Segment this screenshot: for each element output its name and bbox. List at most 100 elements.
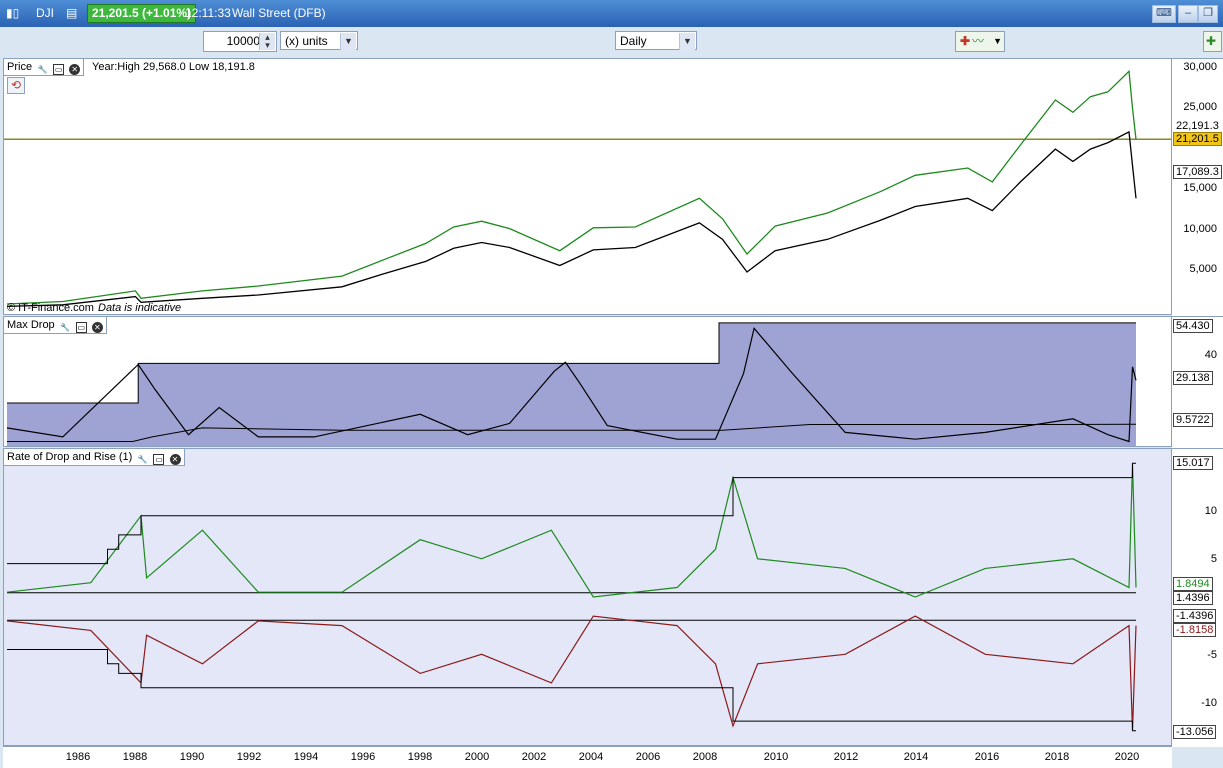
- rate-tick: 5: [1210, 553, 1217, 565]
- maxdrop-panel-title: Max Drop: [7, 319, 55, 331]
- year-tick: 1992: [236, 751, 262, 763]
- rate-value-label: 15.017: [1173, 456, 1213, 470]
- price-low-series-line: [6, 130, 1137, 308]
- year-tick: 2018: [1044, 751, 1070, 763]
- restore-icon[interactable]: ❐: [1198, 5, 1218, 23]
- maxdrop-tick: 40: [1204, 349, 1217, 361]
- indicator-icon: ✚: [1206, 34, 1217, 48]
- chevron-down-icon[interactable]: ▼: [679, 33, 695, 50]
- price-axis[interactable]: [1172, 58, 1223, 316]
- year-tick: 1994: [293, 751, 319, 763]
- price-panel-title: Price: [7, 61, 33, 73]
- maxdrop-value-label: 54.430: [1173, 319, 1213, 333]
- indicator-icon: 〰: [972, 34, 985, 48]
- side-panel-toggle[interactable]: ✚: [1203, 31, 1222, 52]
- year-tick: 2006: [635, 751, 661, 763]
- year-tick: 2016: [974, 751, 1000, 763]
- drop-envelope-line: [7, 649, 1136, 732]
- drop-series-line: [6, 615, 1137, 731]
- price-panel[interactable]: [3, 58, 1172, 315]
- rate-panel-title: Rate of Drop and Rise (1): [7, 451, 133, 463]
- units-select-value: (x) units: [285, 34, 328, 48]
- year-tick: 2008: [692, 751, 718, 763]
- toolbar: 10000 ▴ ▾ (x) units ▼ Daily ▼ ✚ 〰 ▼ ✚: [0, 27, 1223, 57]
- last-price-badge: 21,201.5 (+1.01%): [87, 4, 197, 23]
- wrench-icon[interactable]: 🔧: [37, 65, 48, 74]
- rate-value-label: -13.056: [1173, 725, 1217, 739]
- rate-tick: -5: [1207, 649, 1217, 661]
- price-tick: 5,000: [1189, 263, 1217, 275]
- price-value-label: 22,191.3: [1174, 120, 1221, 132]
- current-price-label: 21,201.5: [1173, 132, 1222, 146]
- copyright-text: © IT-Finance.com: [7, 302, 94, 314]
- maxdrop-series-line: [6, 327, 1137, 443]
- minimize-icon[interactable]: –: [1178, 5, 1198, 23]
- stepper-arrows-icon[interactable]: ▴ ▾: [259, 33, 275, 50]
- units-value: 10000: [226, 34, 260, 48]
- year-tick: 1990: [179, 751, 205, 763]
- window-icon[interactable]: ▭: [153, 454, 165, 465]
- period-select[interactable]: Daily ▼: [615, 31, 697, 50]
- units-stepper[interactable]: 10000 ▴ ▾: [203, 31, 277, 52]
- close-icon[interactable]: ✕: [91, 322, 103, 333]
- year-tick: 1988: [122, 751, 148, 763]
- indicator-icon: ✚: [960, 34, 971, 48]
- price-tick: 15,000: [1183, 182, 1217, 194]
- rate-value-label: -1.4396: [1173, 609, 1217, 623]
- year-tick: 2004: [578, 751, 604, 763]
- instrument-name: Wall Street (DFB): [232, 6, 326, 20]
- year-tick: 1986: [65, 751, 91, 763]
- maxdrop-value-label: 9.5722: [1173, 413, 1213, 427]
- price-tick: 10,000: [1183, 223, 1217, 235]
- price-value-label: 17,089.3: [1173, 165, 1222, 179]
- year-tick: 1998: [407, 751, 433, 763]
- maxdrop-envelope-area: [7, 322, 1136, 446]
- chart-type-icon[interactable]: ▮▯: [6, 6, 20, 20]
- clock-time: 12:11:33: [185, 6, 231, 20]
- chevron-down-icon[interactable]: ▼: [340, 33, 356, 50]
- maxdrop-average-line: [7, 423, 1137, 442]
- window-icon[interactable]: ▭: [53, 64, 65, 75]
- rate-tick: -10: [1201, 697, 1217, 709]
- year-tick: 2014: [903, 751, 929, 763]
- year-tick: 2002: [521, 751, 547, 763]
- rise-envelope-line: [7, 462, 1136, 565]
- close-icon[interactable]: ✕: [69, 64, 81, 75]
- year-tick: 2020: [1114, 751, 1140, 763]
- price-range-info: Year:High 29,568.0 Low 18,191.8: [92, 61, 255, 73]
- rate-panel-background: [4, 449, 1171, 745]
- chevron-down-icon[interactable]: ▼: [993, 36, 1002, 46]
- symbol: DJI: [36, 6, 54, 20]
- price-tick: 30,000: [1183, 61, 1217, 73]
- rate-panel-header: Rate of Drop and Rise (1) 🔧 ▭ ✕: [4, 449, 185, 466]
- wrench-icon[interactable]: 🔧: [137, 455, 148, 464]
- close-icon[interactable]: ✕: [169, 454, 181, 465]
- year-tick: 1996: [350, 751, 376, 763]
- price-tick: 25,000: [1183, 101, 1217, 113]
- chart-type-icon[interactable]: ▤: [66, 6, 78, 20]
- indicator-button[interactable]: ✚ 〰 ▼: [955, 31, 1005, 52]
- refresh-icon[interactable]: ⟲: [7, 77, 25, 94]
- wrench-icon[interactable]: 🔧: [60, 323, 71, 332]
- rate-tick: 10: [1204, 505, 1217, 517]
- units-select[interactable]: (x) units ▼: [280, 31, 358, 50]
- rise-series-line: [6, 463, 1137, 598]
- keyboard-icon[interactable]: ⌨: [1152, 5, 1176, 23]
- rate-value-label: 1.4396: [1173, 591, 1213, 605]
- period-value: Daily: [620, 34, 647, 48]
- title-bar: ▮▯ DJI ▤ 21,201.5 (+1.01%) 12:11:33 Wall…: [0, 0, 1223, 27]
- maxdrop-panel-header: Max Drop 🔧 ▭ ✕: [4, 317, 107, 334]
- rate-value-label: 1.8494: [1173, 577, 1213, 591]
- price-series-line: [6, 69, 1137, 305]
- disclaimer-text: Data is indicative: [98, 302, 182, 314]
- time-axis[interactable]: [3, 746, 1172, 768]
- window-icon[interactable]: ▭: [75, 322, 87, 333]
- year-tick: 2010: [763, 751, 789, 763]
- rate-value-label: -1.8158: [1173, 623, 1217, 637]
- year-tick: 2000: [464, 751, 490, 763]
- year-tick: 2012: [833, 751, 859, 763]
- price-panel-header: Price 🔧 ▭ ✕: [4, 59, 85, 76]
- maxdrop-envelope-line: [7, 322, 1136, 404]
- maxdrop-value-label: 29.138: [1173, 371, 1213, 385]
